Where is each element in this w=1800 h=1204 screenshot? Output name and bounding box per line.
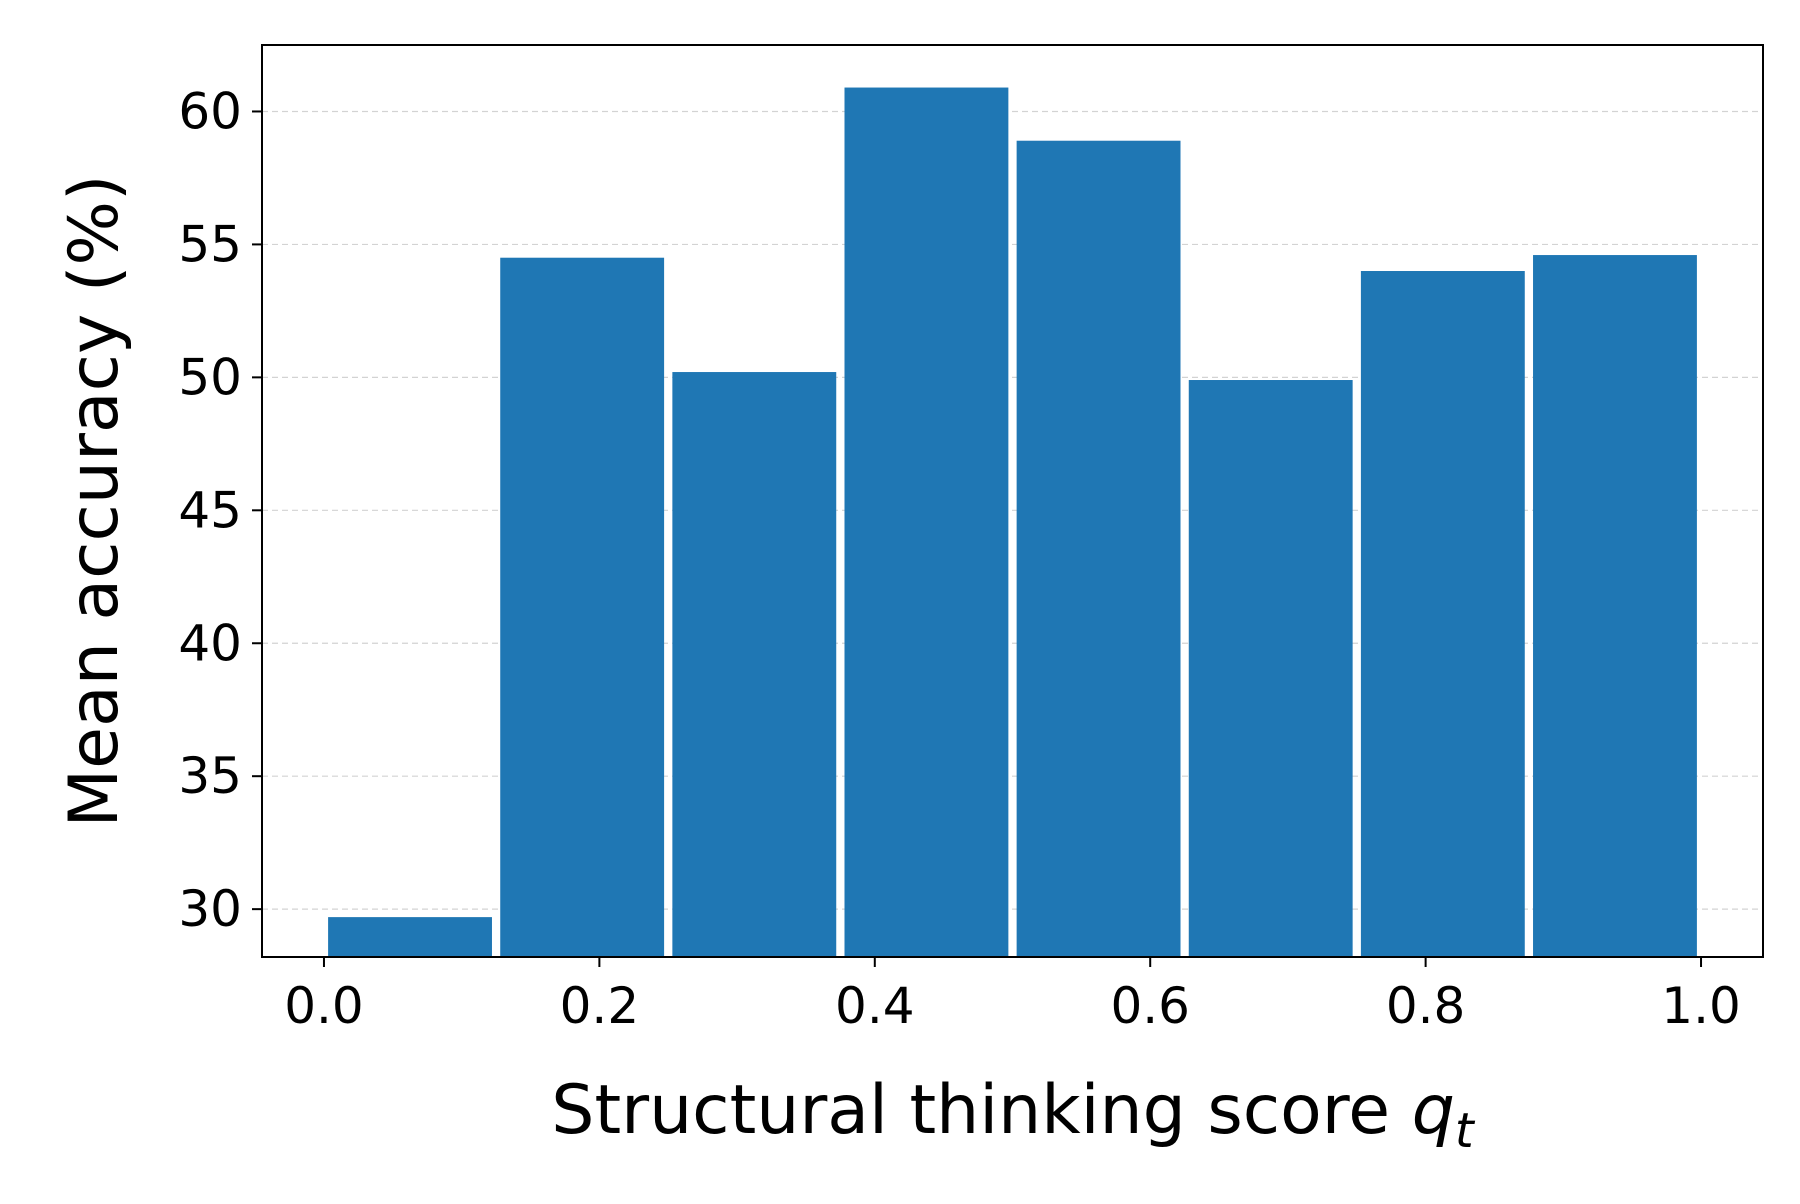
- x-tick-label: 0.0: [284, 977, 364, 1035]
- bar-bin-7: [1360, 271, 1525, 957]
- y-tick-label: 45: [178, 481, 242, 539]
- y-tick-label: 55: [178, 215, 242, 273]
- axis-layer: 30 35 40 45 50 55 60 0.0 0.2 0.4 0.6 0.8 1.0: [178, 82, 1740, 1035]
- bar-bin-1: [328, 917, 492, 957]
- y-tick-label: 30: [178, 880, 242, 938]
- bar-bin-2: [500, 257, 665, 957]
- plot-frame: [261, 44, 1764, 958]
- bar-bin-6: [1188, 380, 1353, 958]
- bar-bin-5: [1016, 140, 1181, 958]
- y-tick-label: 60: [178, 82, 242, 140]
- y-tick-label: 50: [178, 348, 242, 406]
- x-axis-title-text: Structural thinking score: [551, 1071, 1411, 1150]
- x-tick-label: 0.4: [835, 977, 915, 1035]
- x-tick-label: 0.6: [1110, 977, 1190, 1035]
- x-axis-title: Structural thinking score qt: [551, 1071, 1476, 1159]
- bar-bin-8: [1533, 255, 1697, 957]
- x-axis-title-subscript: t: [1455, 1103, 1476, 1159]
- y-tick-label: 40: [178, 614, 242, 672]
- x-tick-label: 1.0: [1661, 977, 1741, 1035]
- bar-bin-3: [672, 372, 837, 958]
- x-tick-label: 0.8: [1386, 977, 1466, 1035]
- x-tick-label: 0.2: [560, 977, 640, 1035]
- y-tick-label: 35: [178, 747, 242, 805]
- bar-layer: [328, 87, 1697, 958]
- y-axis-title: Mean accuracy (%): [55, 175, 134, 828]
- x-axis-title-symbol: q: [1412, 1071, 1455, 1150]
- bar-bin-4: [844, 87, 1009, 957]
